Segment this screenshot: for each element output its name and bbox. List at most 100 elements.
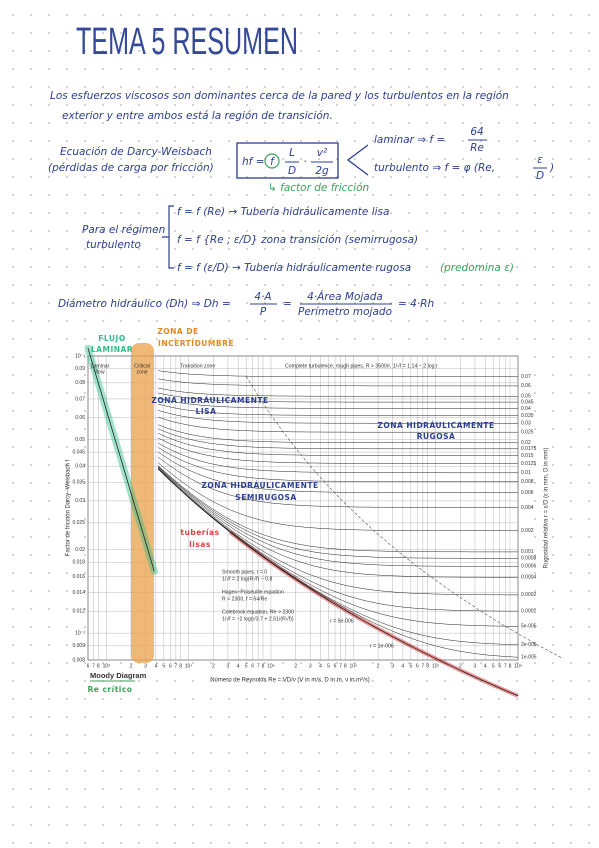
roughness-label: 0.0125 — [521, 461, 537, 467]
regime-line: f = f (Re) → Tubería hidráulicamente lis… — [177, 206, 389, 218]
laminar: laminar ⇒ f = — [374, 134, 445, 146]
x-tick-label: 6 — [334, 663, 337, 669]
chart-text: Smooth pipes, r = 0 — [222, 569, 267, 575]
turb-close: ) — [549, 162, 554, 174]
y-tick-label: 0.012 — [72, 609, 85, 615]
x-tick-label: 4 — [319, 663, 322, 669]
moody-diagram: 6 7 8 10³ 2 3 4 5 6 7 8 10⁴ 2 3 4 5 6 7 8 10⁵ 2 3 4 5 6 7 8 10⁶ 2 3 4 5… — [66, 327, 563, 698]
roughness-label: 0.01 — [521, 470, 531, 476]
bracket — [162, 205, 174, 269]
critical-zone-highlight — [131, 343, 154, 663]
chart-text: Número de Reynolds Re = VD/ν (V in m/s, … — [210, 678, 370, 684]
x-tick-label: 4 — [484, 663, 487, 669]
hyd-num: 4·A — [254, 291, 271, 303]
x-tick-label: 8 — [97, 663, 100, 669]
y-tick-label: 0.09 — [75, 366, 85, 372]
regime-note: (predomina ε) — [440, 262, 514, 274]
x-tick-label: 7 — [92, 663, 95, 669]
smooth-curve — [157, 468, 519, 697]
x-tick-label: 10³ — [103, 663, 111, 669]
x-tick-label: 7 — [422, 663, 425, 669]
annotation: FLUJO — [98, 334, 125, 343]
x-tick-label: 8 — [426, 663, 429, 669]
roughness-label: 0.001 — [521, 549, 534, 555]
laminar-num: 64 — [470, 126, 483, 138]
annotation: ZONA HIDRÁULICAMENTE — [377, 421, 494, 430]
roughness-label: 0.0006 — [521, 564, 537, 570]
y-tick-label: 0.05 — [75, 437, 85, 443]
formula-v2: v² — [317, 147, 328, 159]
roughness-curve — [157, 462, 518, 531]
roughness-curve — [157, 466, 518, 559]
y-tick-label: 0.018 — [72, 560, 85, 566]
roughness-label: 5e-005 — [521, 624, 537, 630]
chart-text: r = 5e-006 — [330, 618, 354, 624]
roughness-curve — [158, 410, 518, 424]
x-tick-label: 8 — [179, 663, 182, 669]
regime-label: turbulento — [86, 239, 141, 251]
y-tick-label: 0.025 — [72, 520, 85, 526]
x-tick-label: 7 — [339, 663, 342, 669]
y-tick-label: 0.03 — [75, 498, 85, 504]
x-tick-label: 2 — [294, 663, 297, 669]
roughness-curve — [157, 466, 518, 567]
x-tick-label: 6 — [87, 663, 90, 669]
laminar-line — [87, 348, 155, 572]
x-tick-label: 5 — [327, 663, 330, 669]
x-tick-label: 8 — [262, 663, 265, 669]
y-tick-label: 0.014 — [72, 590, 85, 596]
y-tick-label: 10⁻¹ — [75, 353, 85, 359]
roughness-curve — [157, 457, 518, 508]
roughness-label: 0.004 — [521, 505, 534, 511]
intro-line: Los esfuerzos viscosos son dominantes ce… — [50, 90, 509, 102]
roughness-curve — [158, 370, 518, 377]
roughness-label: 0.03 — [521, 421, 531, 427]
x-tick-label: 6 — [251, 663, 254, 669]
x-tick-label: 10⁷ — [432, 663, 440, 669]
roughness-label: 0.015 — [521, 453, 534, 459]
x-tick-label: 10⁶ — [349, 663, 357, 669]
x-tick-label: 5 — [245, 663, 248, 669]
intro-line: exterior y entre ambos está la región de… — [62, 110, 333, 122]
chart-text: Hagen−Poiseuille equation — [222, 589, 284, 595]
x-tick-label: 6 — [498, 663, 501, 669]
x-tick-label: 8 — [509, 663, 512, 669]
formula-box — [236, 142, 339, 179]
roughness-label: 2e-005 — [521, 642, 537, 648]
annotation: SEMIRUGOSA — [235, 493, 296, 502]
hyd-den: Perímetro mojado — [298, 306, 392, 318]
x-tick-label: 7 — [174, 663, 177, 669]
turb-num: ε — [537, 154, 543, 166]
chart-text: Critical — [134, 363, 150, 369]
x-tick-label: 6 — [416, 663, 419, 669]
laminar-den: Re — [470, 142, 484, 154]
regime-label: Para el régimen — [82, 224, 165, 236]
roughness-curve — [158, 416, 518, 433]
x-tick-label: 3 — [227, 663, 230, 669]
roughness-label: 0.0175 — [521, 446, 537, 452]
roughness-label: 0.0001 — [521, 609, 537, 615]
hyd-eq: = — [283, 298, 292, 310]
x-tick-label: 3 — [391, 663, 394, 669]
hyd-den: P — [260, 306, 267, 318]
hyd-num: 4·Área Mojada — [307, 290, 383, 303]
roughness-label: 0.02 — [521, 440, 531, 446]
formula-lhs: hf = — [242, 156, 265, 168]
roughness-curve — [157, 468, 518, 612]
roughness-curve — [157, 432, 518, 456]
annotation: ZONA DE — [157, 327, 198, 336]
formula-2g: 2g — [315, 165, 329, 177]
roughness-label: 0.06 — [521, 383, 531, 389]
y-tick-label: 0.008 — [72, 657, 85, 663]
roughness-label: 0.035 — [521, 413, 534, 419]
chart-text: Laminar — [91, 363, 110, 369]
roughness-curve — [157, 451, 518, 493]
x-tick-label: 5 — [492, 663, 495, 669]
annotation: ZONA HIDRÁULICAMENTE — [201, 481, 318, 490]
formula-d: D — [288, 165, 296, 177]
turbulent: turbulento ⇒ f = φ (Re, — [374, 162, 495, 174]
roughness-curve — [157, 447, 518, 482]
roughness-label: 0.07 — [521, 374, 531, 380]
chart-text: 1/√f = −2 log(r/3.7 + 2.51/(R√f)) — [222, 615, 294, 622]
